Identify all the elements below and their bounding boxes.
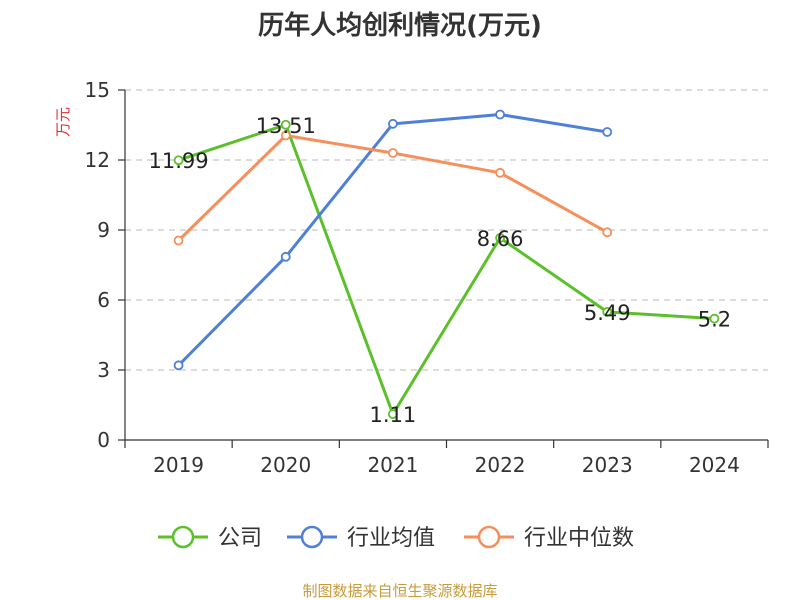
data-label: 5.2	[698, 308, 731, 332]
data-point	[602, 306, 613, 317]
data-label: 1.11	[370, 403, 417, 427]
data-point	[388, 409, 398, 420]
y-tick-label: 12	[85, 148, 110, 172]
data-point	[388, 118, 398, 129]
y-tick-label: 3	[97, 358, 110, 382]
legend-marker-1	[300, 525, 324, 549]
data-point	[173, 360, 184, 371]
legend-label-1: 行业均值	[347, 526, 435, 551]
data-point	[495, 233, 505, 243]
data-point	[388, 148, 398, 158]
data-point	[602, 227, 613, 238]
data-point	[173, 235, 184, 246]
data-point	[709, 313, 720, 324]
x-tick-label: 2021	[367, 453, 418, 477]
x-tick-label: 2024	[689, 453, 740, 477]
legend-label-2: 行业中位数	[524, 526, 634, 551]
legend-marker-2	[477, 525, 501, 549]
data-point	[602, 127, 613, 137]
data-point	[495, 167, 505, 178]
x-tick-label: 2022	[475, 453, 526, 477]
series-line-0	[178, 123, 715, 416]
legend-marker-0	[171, 525, 195, 549]
data-point	[280, 251, 291, 262]
x-tick-label: 2019	[153, 453, 204, 477]
y-tick-label: 9	[97, 218, 110, 242]
y-tick-label: 6	[97, 288, 110, 312]
data-label: 5.49	[584, 301, 631, 325]
x-tick-label: 2020	[260, 453, 311, 477]
data-label: 8.66	[477, 227, 524, 251]
data-labels: 11.99 13.51 1.11 8.66 5.49 5.2	[149, 114, 732, 427]
data-label: 13.51	[256, 114, 316, 138]
source-note: 制图数据来自恒生聚源数据库	[302, 582, 497, 600]
chart-title: 历年人均创利情况(万元)	[258, 10, 542, 41]
data-label: 11.99	[149, 149, 209, 173]
data-point	[173, 155, 184, 166]
data-point	[495, 109, 505, 120]
x-tick-label: 2023	[582, 453, 633, 477]
legend: 公司 行业均值 行业中位数	[158, 525, 634, 551]
y-tick-label: 0	[97, 428, 110, 452]
axes: 0 3 6 9 12 15 2019 2020 2021 2022 2023 2024	[85, 78, 769, 477]
series-group	[173, 109, 720, 420]
legend-label-0: 公司	[218, 526, 262, 551]
data-point	[280, 119, 291, 130]
y-tick-label: 15	[85, 78, 110, 102]
y-axis-unit: 万元	[54, 107, 72, 137]
grid-lines	[125, 89, 768, 371]
data-point	[280, 130, 291, 141]
